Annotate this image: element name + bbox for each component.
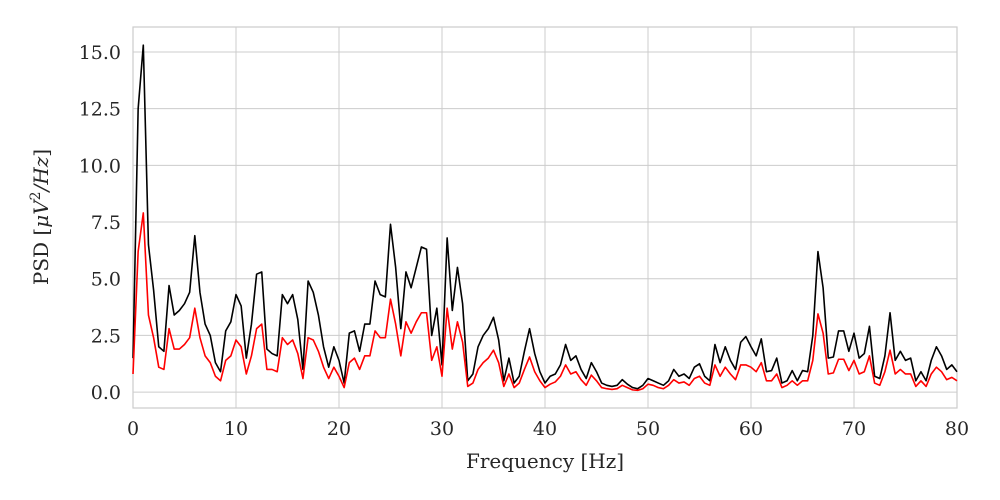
y-tick-label: 10.0 <box>79 155 121 177</box>
y-tick-label: 0.0 <box>91 382 121 404</box>
x-tick-label: 50 <box>636 418 660 440</box>
y-axis-label: PSD [μV2/Hz] <box>28 149 53 285</box>
series-group <box>132 44 958 392</box>
x-axis-label: Frequency [Hz] <box>466 449 624 473</box>
x-tick-label: 20 <box>327 418 351 440</box>
x-tick-label: 10 <box>224 418 248 440</box>
y-tick-labels: 0.0 2.5 5.0 7.5 10.0 12.5 15.0 <box>79 42 121 404</box>
x-tick-label: 70 <box>842 418 866 440</box>
x-tick-label: 30 <box>430 418 454 440</box>
x-tick-label: 80 <box>945 418 969 440</box>
y-tick-label: 12.5 <box>79 99 121 121</box>
series-line-1 <box>132 44 958 390</box>
x-tick-label: 60 <box>739 418 763 440</box>
x-tick-label: 0 <box>127 418 139 440</box>
y-tick-label: 15.0 <box>79 42 121 64</box>
x-tick-labels: 0 10 20 30 40 50 60 70 80 <box>127 418 969 440</box>
series-line-2 <box>132 212 958 392</box>
y-tick-label: 7.5 <box>91 212 121 234</box>
x-tick-label: 40 <box>533 418 557 440</box>
y-tick-label: 5.0 <box>91 269 121 291</box>
y-tick-label: 2.5 <box>91 325 121 347</box>
